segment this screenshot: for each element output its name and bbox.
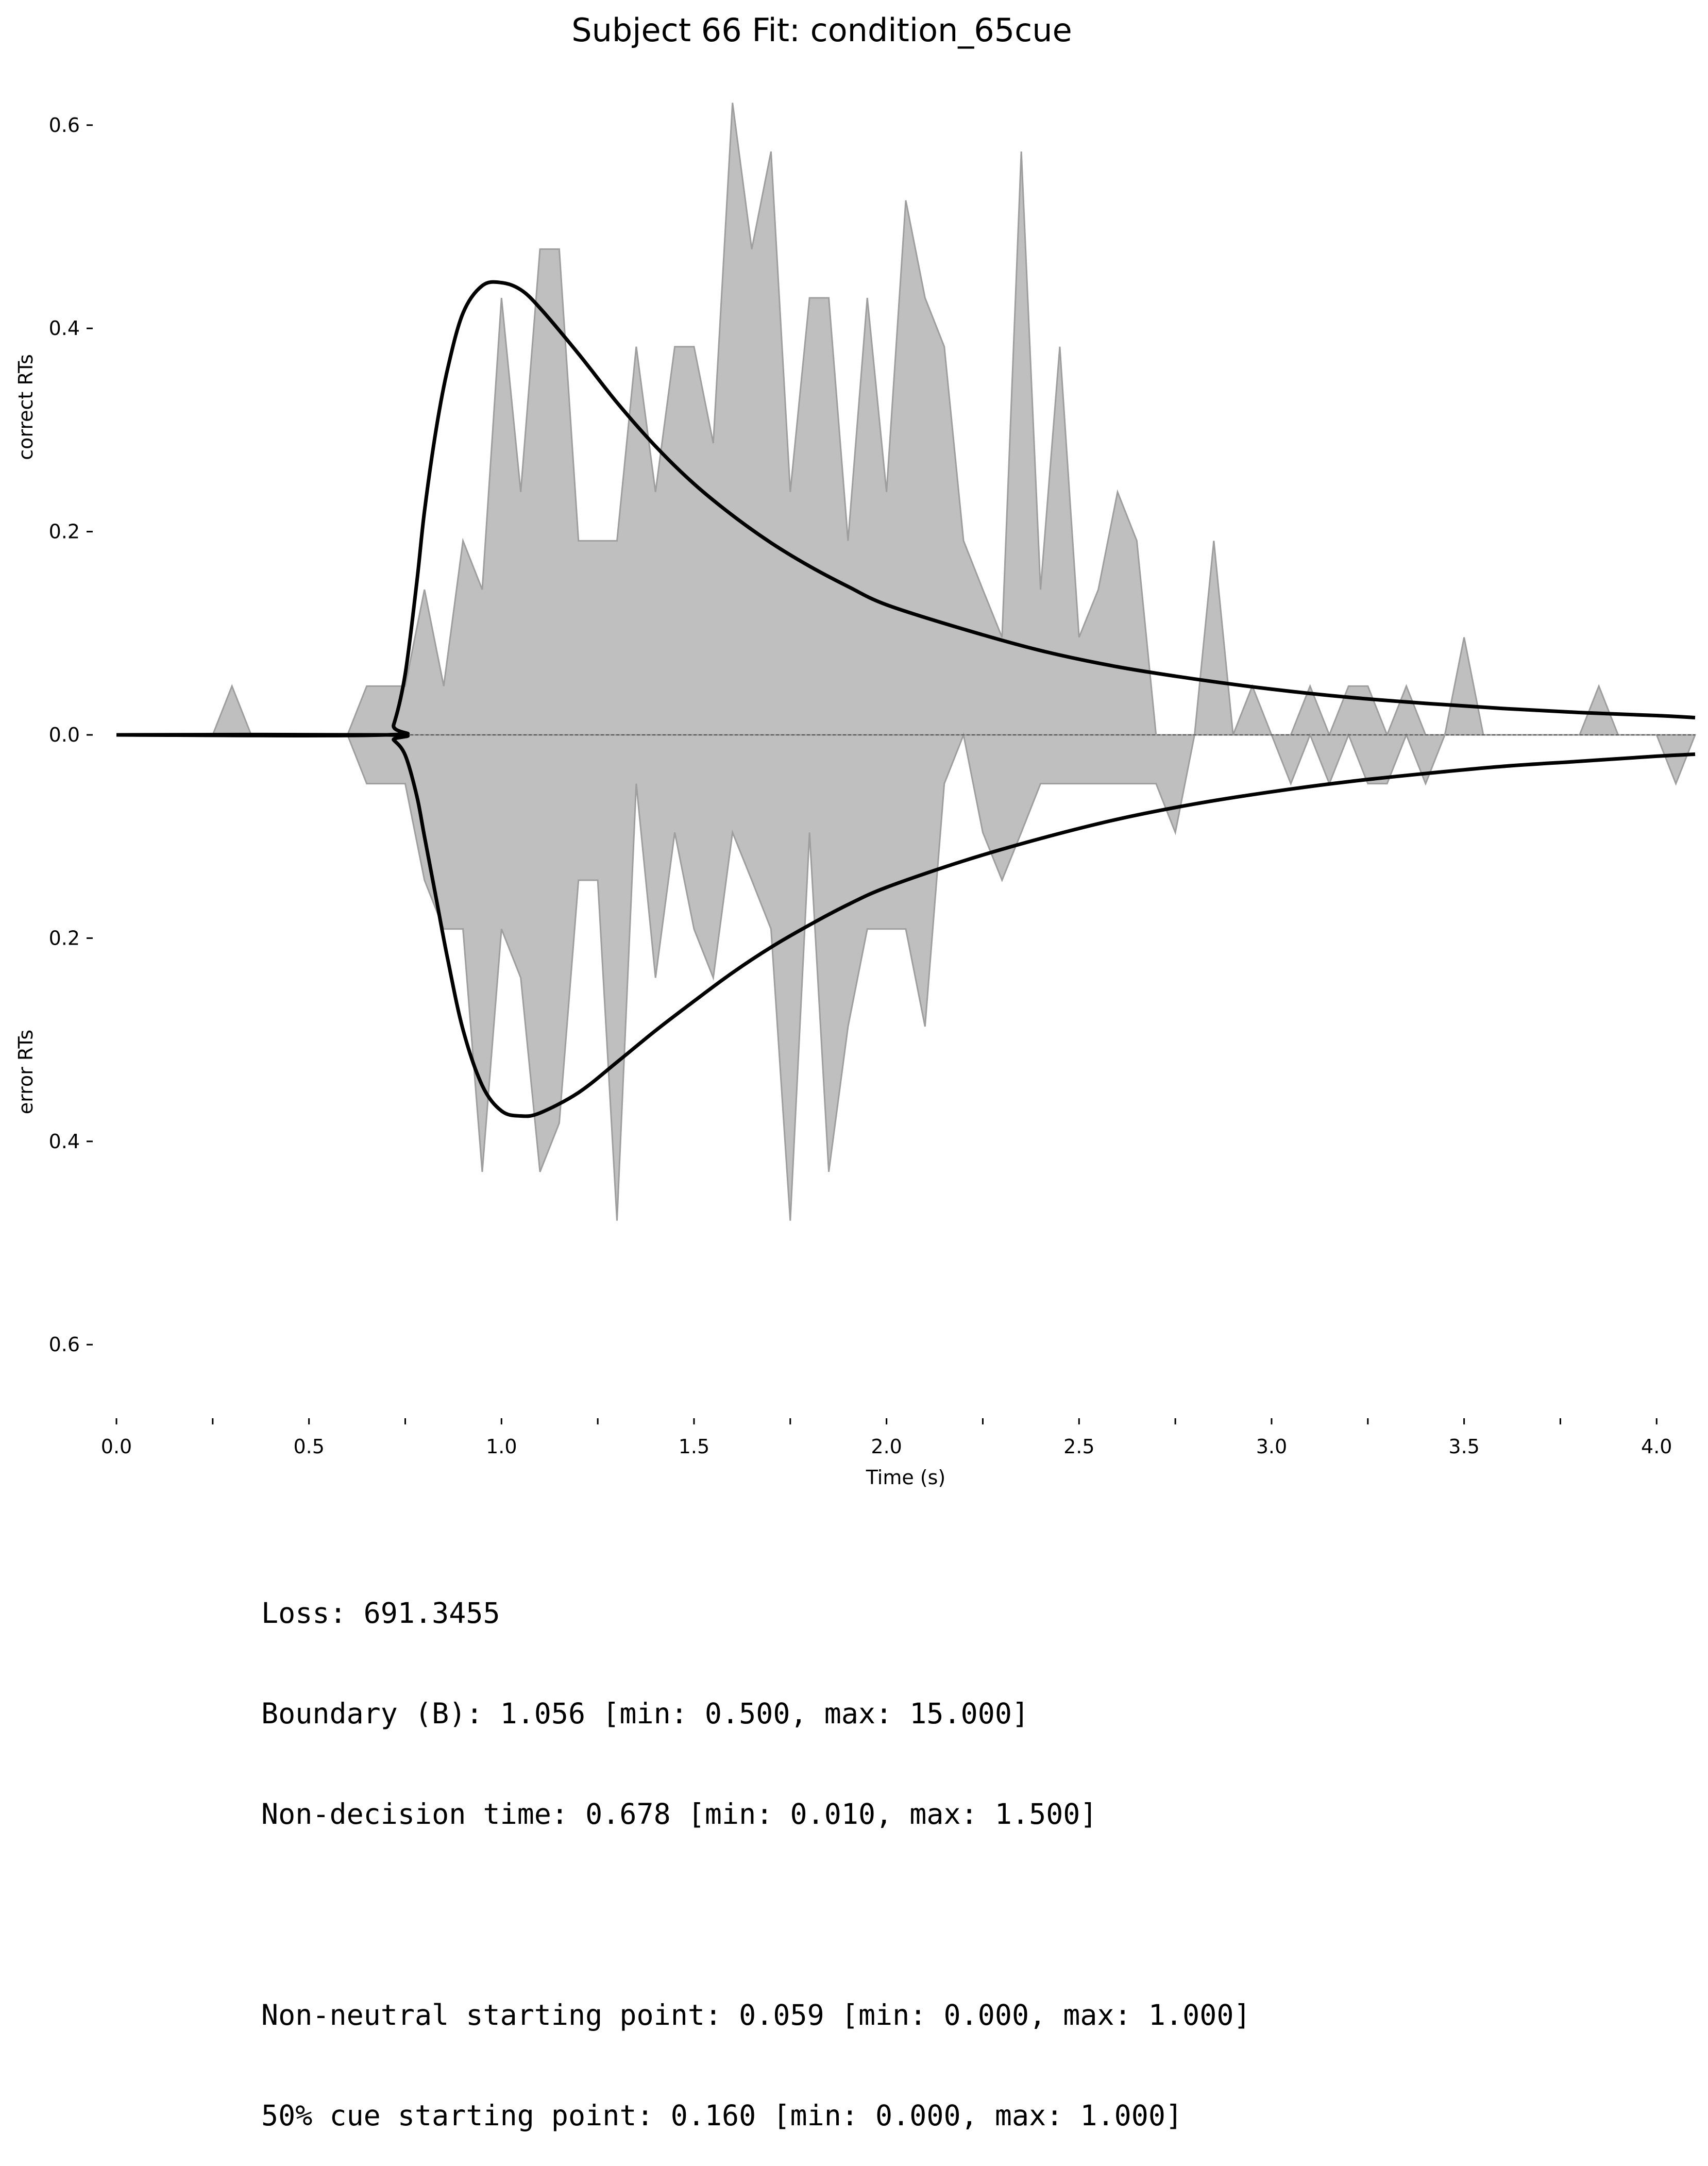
x-tick-label: 2.5 [1063, 1435, 1094, 1458]
y-tick-label: 0.2 [49, 520, 80, 543]
x-tick-label: 4.0 [1641, 1435, 1672, 1458]
y-tick-label: 0.4 [49, 1130, 80, 1153]
non-decision-line: Non-decision time: 0.678 [min: 0.010, ma… [261, 1798, 1097, 1831]
y-tick-label: 0.6 [49, 1333, 80, 1356]
blank-line [261, 1898, 1251, 1932]
model-curve-error [116, 732, 1696, 1118]
x-tick-label: 2.0 [871, 1435, 902, 1458]
x-tick-label: 3.0 [1256, 1435, 1287, 1458]
x-axis-ticks: 0.0 0.5 1.0 1.5 2.0 2.5 3.0 3.5 4.0 [101, 1418, 1672, 1458]
model-curve-correct [116, 280, 1696, 737]
x-axis-label: Time (s) [866, 1466, 946, 1489]
x-tick-label: 1.0 [486, 1435, 517, 1458]
histogram-correct-area [116, 103, 1695, 737]
y-axis-label-correct: correct RTs [14, 354, 37, 460]
histogram-layer [116, 103, 1697, 1221]
x-tick-label: 0.5 [293, 1435, 324, 1458]
x-tick-label: 0.0 [101, 1435, 132, 1458]
y-tick-label: 0.4 [49, 317, 80, 340]
y-tick-label: 0.0 [49, 724, 80, 746]
model-layer [116, 280, 1696, 1118]
loss-line: Loss: 691.3455 [261, 1597, 500, 1630]
y-axis-ticks: 0.6 0.4 0.2 0.0 0.2 0.4 0.6 [49, 114, 93, 1356]
rt-distribution-chart: Subject 66 Fit: condition_65cue 0.60.40.… [14, 11, 1697, 1489]
y-tick-label: 0.6 [49, 114, 80, 137]
x-tick-label: 1.5 [679, 1435, 709, 1458]
chart-title: Subject 66 Fit: condition_65cue [571, 11, 1072, 49]
boundary-line: Boundary (B): 1.056 [min: 0.500, max: 15… [261, 1697, 1029, 1730]
cue50-line: 50% cue starting point: 0.160 [min: 0.00… [261, 2099, 1183, 2132]
fit-statistics: Loss: 691.3455 Boundary (B): 1.056 [min:… [261, 1530, 1251, 2166]
y-axis-label-error: error RTs [14, 1030, 37, 1114]
non-neutral-line: Non-neutral starting point: 0.059 [min: … [261, 1999, 1251, 2031]
histogram-error-area [116, 732, 1697, 1221]
x-tick-label: 3.5 [1448, 1435, 1479, 1458]
y-tick-label: 0.2 [49, 927, 80, 949]
